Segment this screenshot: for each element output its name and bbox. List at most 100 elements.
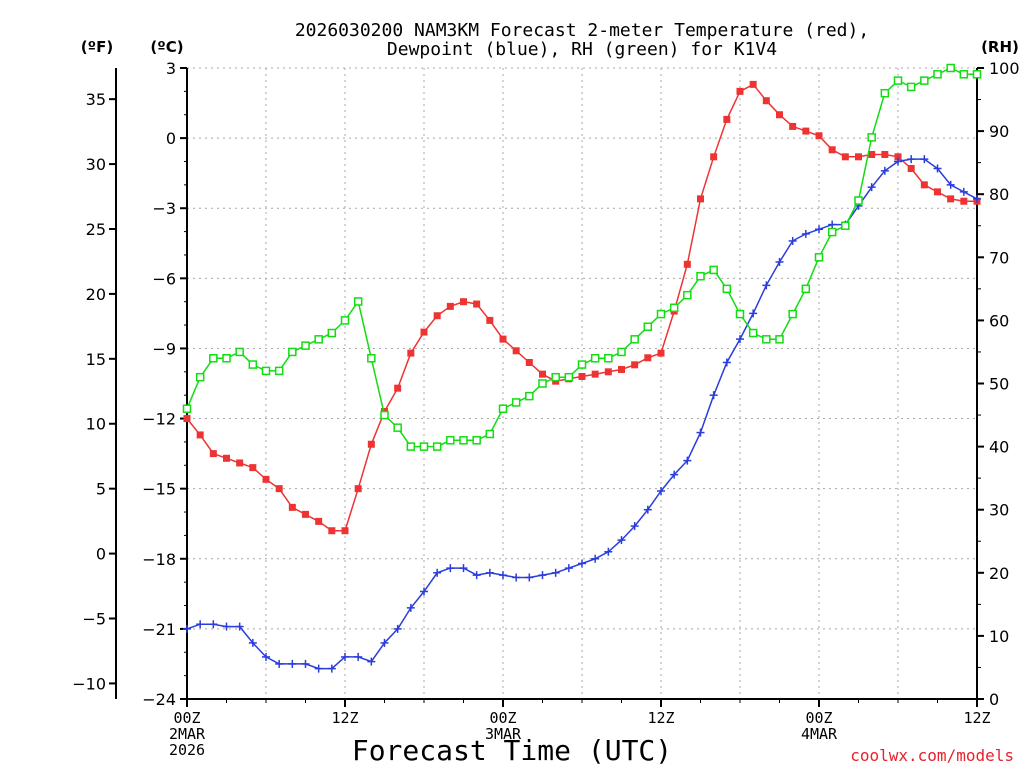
dewpoint-point [512,573,521,582]
dewpoint-point [446,564,455,573]
2-meter-temperature-point [920,181,928,189]
dewpoint-point [762,281,771,290]
2-meter-temperature-point [512,347,520,355]
rh-unit-label: (RH) [981,38,1019,56]
dewpoint-point [749,309,758,318]
rh-point [235,347,244,357]
2-meter-temperature-point [749,80,757,88]
2-meter-temperature-point [354,485,362,493]
2-meter-temperature-point [433,312,441,320]
rh-point [656,309,666,319]
dewpoint-line [186,158,978,670]
dewpoint-point [288,659,297,668]
fahrenheit-unit-label: (ºF) [81,38,113,56]
rh-point [683,290,692,300]
dewpoint-point [499,571,507,580]
rh-tick-label: 40 [989,438,1009,457]
2-meter-temperature-point [473,300,481,308]
dewpoint-point [696,428,705,437]
dewpoint-point [736,335,744,344]
dewpoint-point [380,638,389,647]
dewpoint-point [262,652,270,661]
2-meter-temperature-point [710,153,718,161]
rh-tick-label: 10 [989,627,1009,646]
dewpoint-point [670,470,679,479]
dewpoint-point [367,657,376,666]
rh-point [946,63,955,73]
dewpoint-point [327,664,336,673]
celsius-unit-label: (ºC) [150,38,183,56]
dewpoint-point [196,620,205,629]
2-meter-temperature-point [789,122,797,130]
fahrenheit-tick-label: 10 [86,415,106,434]
2-meter-temperature-point [249,464,257,472]
2-meter-temperature-point [525,358,533,366]
dewpoint-point [459,564,468,573]
time-tick-label: 00Z [173,709,200,727]
rh-point [419,442,429,451]
rh-point [854,196,863,205]
rh-point [222,354,231,363]
time-tick-label: 12Z [647,709,674,727]
2-meter-temperature-point [275,485,283,493]
fahrenheit-tick-label: 15 [86,350,106,369]
rh-tick-label: 20 [989,564,1009,583]
celsius-tick-label: −12 [142,410,176,429]
credit-label: coolwx.com/models [850,746,1014,765]
rh-point [248,360,258,369]
rh-point [814,253,824,262]
fahrenheit-tick-label: 35 [86,90,106,109]
rh-point [432,442,442,451]
rh-point [446,436,455,445]
2-meter-temperature-point [288,503,296,511]
dewpoint-point [538,571,547,580]
2-meter-temperature-point [631,361,639,369]
date-label: 3MAR [485,725,522,743]
time-tick-label: 00Z [805,709,832,727]
2-meter-temperature-point [815,132,823,140]
2-meter-temperature-point [420,328,428,336]
2-meter-temperature-point [460,298,467,306]
rh-point [459,436,468,445]
dewpoint-point [301,659,310,668]
dewpoint-point [406,603,415,612]
dewpoint-point [183,624,191,633]
dewpoint-point [578,559,586,568]
dewpoint-point [275,659,284,668]
2-meter-temperature-point [604,368,612,376]
rh-point [827,227,837,237]
celsius-tick-label: −6 [152,269,176,288]
rh-point [564,372,574,382]
2-meter-temperature-point [341,527,349,535]
2-meter-temperature-point [881,150,889,158]
fahrenheit-tick-label: −10 [72,674,106,693]
rh-point [709,265,718,275]
rh-point [893,76,903,85]
2-meter-temperature-point [591,370,599,378]
dewpoint-point [248,638,257,647]
2-meter-temperature-point [697,195,704,203]
2-meter-temperature-point [947,195,955,203]
dewpoint-point [222,622,231,631]
celsius-tick-label: −15 [142,480,176,499]
fahrenheit-tick-label: 5 [96,480,106,499]
rh-point [314,335,323,344]
2-meter-temperature-point [367,440,375,448]
rh-point [590,354,600,363]
dewpoint-point [314,664,323,673]
rh-point [393,423,402,432]
rh-point [525,391,534,401]
2-meter-temperature-point [486,316,494,324]
rh-point [906,82,916,92]
rh-point [380,410,389,420]
2-meter-temperature-point [302,510,309,518]
2-meter-temperature-point [315,517,323,525]
2-meter-temperature-point [960,197,968,205]
dewpoint-point [341,652,349,661]
rh-point [327,328,337,338]
2-meter-temperature-point [894,153,902,161]
rh-tick-label: 0 [989,690,999,709]
rh-point [959,70,969,79]
fahrenheit-tick-label: 20 [86,285,106,304]
dewpoint-point [472,571,481,580]
